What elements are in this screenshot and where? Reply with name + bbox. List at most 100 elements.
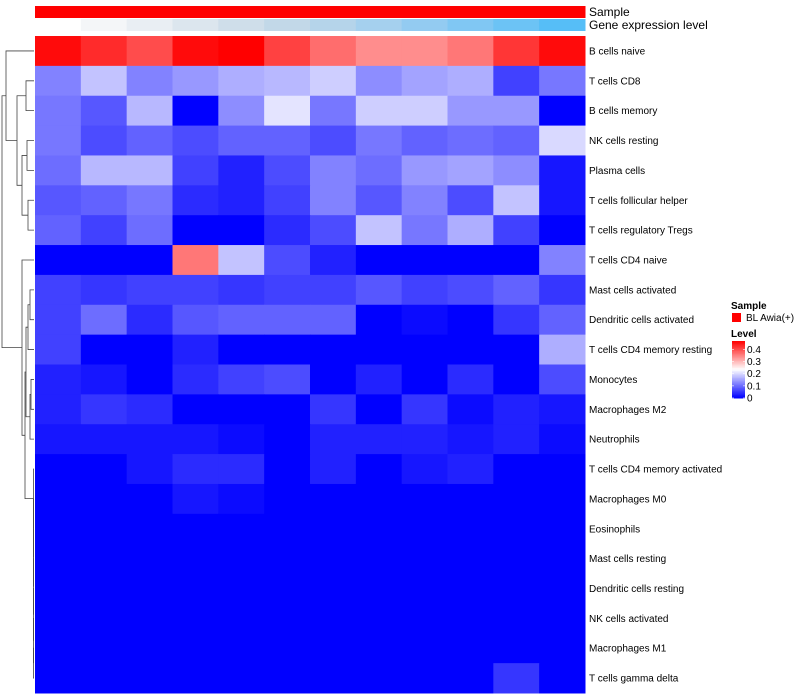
legend-gradient-step xyxy=(732,362,745,365)
heatmap-cell xyxy=(172,185,219,216)
legend-gradient-step xyxy=(732,353,745,356)
heatmap-cell xyxy=(264,125,311,156)
heatmap-cell xyxy=(401,543,448,575)
row-labels: B cells naive T cells CD8 B cells memory NK… xyxy=(589,46,722,684)
annotation-cell xyxy=(539,6,586,18)
heatmap-cell xyxy=(447,633,494,664)
heatmap-cell xyxy=(355,513,403,545)
heatmap-cell xyxy=(355,663,403,694)
heatmap-cell xyxy=(80,245,128,276)
heatmap-cell xyxy=(401,603,448,634)
heatmap-cell xyxy=(355,185,403,216)
heatmap-cell xyxy=(447,394,494,425)
heatmap-cell xyxy=(539,663,586,694)
legend-gradient-step xyxy=(732,341,745,343)
heatmap-cell xyxy=(218,513,265,545)
legend-gradient-step xyxy=(732,366,745,369)
heatmap-cell xyxy=(172,36,219,67)
heatmap-cell xyxy=(401,95,448,127)
heatmap-cell xyxy=(264,424,311,455)
annotation-cell xyxy=(80,19,128,31)
heatmap-cell xyxy=(172,95,219,127)
legend-gradient-step xyxy=(732,395,745,398)
heatmap-cell xyxy=(493,304,540,336)
legend-gradient-step xyxy=(732,378,745,380)
heatmap-cell xyxy=(80,215,128,246)
row-label: T cells gamma delta xyxy=(589,674,679,685)
heatmap-cell xyxy=(355,603,403,634)
heatmap-cell xyxy=(218,573,265,604)
heatmap-cell xyxy=(264,364,311,395)
heatmap-cell xyxy=(35,304,82,336)
heatmap-cell xyxy=(172,304,219,336)
heatmap-cell xyxy=(310,65,357,97)
heatmap-cell xyxy=(447,155,494,186)
heatmap-cell xyxy=(35,185,82,216)
heatmap-cell xyxy=(35,454,82,485)
heatmap-cell xyxy=(80,454,128,485)
legend-sample-label: BL Awia(+) xyxy=(746,313,794,324)
heatmap-cell xyxy=(401,424,448,455)
heatmap-cell xyxy=(126,215,173,246)
heatmap-cell xyxy=(264,65,311,97)
row-label: Macrophages M0 xyxy=(589,494,667,505)
legend-gradient-step xyxy=(732,392,745,395)
annotation-cell xyxy=(126,6,173,18)
heatmap-cell xyxy=(355,424,403,455)
heatmap-cells xyxy=(35,36,586,694)
heatmap-cell xyxy=(493,155,540,186)
heatmap-cell xyxy=(539,573,586,604)
annotation-cell xyxy=(355,6,403,18)
heatmap-cell xyxy=(218,603,265,634)
legend-gradient-step xyxy=(732,355,745,358)
heatmap-cell xyxy=(310,245,357,276)
legend-gradient-step xyxy=(732,349,745,352)
heatmap-cell xyxy=(493,36,540,67)
heatmap-cell xyxy=(310,483,357,515)
heatmap-cell xyxy=(447,36,494,67)
heatmap-cell xyxy=(172,215,219,246)
heatmap-cell xyxy=(355,65,403,97)
row-label: Monocytes xyxy=(589,375,637,386)
heatmap-cell xyxy=(218,483,265,515)
heatmap-cell xyxy=(310,364,357,395)
heatmap-cell xyxy=(401,394,448,425)
row-label: NK cells resting xyxy=(589,136,658,147)
heatmap-cell xyxy=(447,424,494,455)
heatmap-cell xyxy=(218,125,265,156)
annotation-cell xyxy=(126,19,173,31)
legend-gradient-step xyxy=(732,360,745,363)
heatmap-cell xyxy=(355,573,403,604)
heatmap-cell xyxy=(172,513,219,545)
heatmap-cell xyxy=(355,454,403,485)
heatmap-cell xyxy=(35,36,82,67)
heatmap-cell xyxy=(218,155,265,186)
heatmap-cell xyxy=(264,633,311,664)
heatmap-cell xyxy=(80,155,128,186)
heatmap-cell xyxy=(172,245,219,276)
heatmap-cell xyxy=(35,603,82,634)
heatmap-cell xyxy=(218,304,265,336)
heatmap-cell xyxy=(218,633,265,664)
legend-sample-title: Sample xyxy=(731,301,767,312)
legend-gradient-step xyxy=(732,373,745,376)
heatmap-cell xyxy=(539,364,586,395)
heatmap-cell xyxy=(35,125,82,156)
heatmap-cell xyxy=(126,274,173,306)
annotation-cell xyxy=(264,19,311,31)
legend-gradient-step xyxy=(732,375,745,378)
heatmap-cell xyxy=(218,95,265,127)
heatmap-cell xyxy=(539,483,586,515)
heatmap-cell xyxy=(35,274,82,306)
heatmap-cell xyxy=(539,603,586,634)
heatmap-cell xyxy=(539,304,586,336)
heatmap-cell xyxy=(310,125,357,156)
heatmap-cell xyxy=(264,513,311,545)
heatmap-cell xyxy=(355,543,403,575)
legend-gradient-step xyxy=(732,380,745,383)
legend-gradient-step xyxy=(732,389,745,392)
row-label: T cells CD4 memory resting xyxy=(589,345,712,356)
heatmap-cell xyxy=(355,483,403,515)
heatmap-cell xyxy=(126,573,173,604)
